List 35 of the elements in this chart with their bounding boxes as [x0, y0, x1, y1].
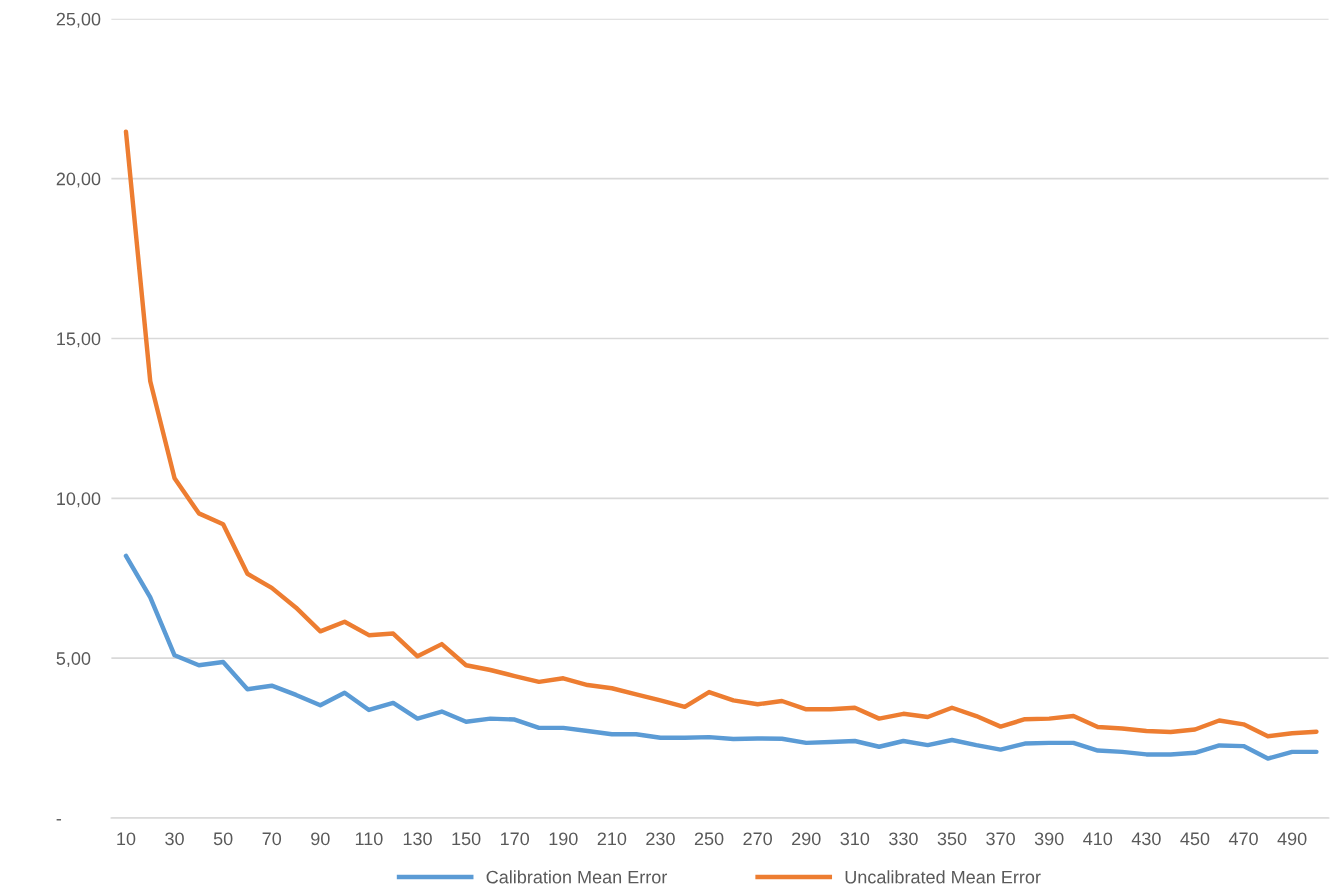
x-tick-label: 490	[1277, 832, 1307, 846]
x-tick-label: 30	[165, 832, 184, 846]
y-tick-label: -	[56, 819, 62, 821]
x-tick-label: 250	[694, 832, 724, 846]
x-tick-label: 310	[840, 832, 870, 846]
x-tick-label: 290	[792, 832, 821, 846]
x-tick-label: 450	[1180, 832, 1210, 846]
legend-label: Calibration Mean Error	[486, 870, 668, 884]
y-tick-label: 15,00	[57, 332, 101, 348]
x-tick-label: 130	[403, 832, 432, 846]
y-tick-label: 10,00	[57, 492, 101, 508]
x-tick-label: 430	[1131, 832, 1161, 846]
x-tick-label: 390	[1034, 832, 1064, 846]
x-tick-label: 330	[889, 832, 918, 846]
x-tick-label: 470	[1228, 832, 1258, 846]
x-tick-label: 350	[937, 832, 967, 846]
x-tick-label: 70	[262, 832, 282, 846]
x-tick-label: 370	[986, 832, 1015, 846]
x-tick-label: 10	[117, 832, 136, 846]
x-tick-label: 410	[1083, 832, 1113, 846]
x-tick-label: 190	[549, 832, 578, 846]
x-tick-label: 90	[311, 832, 330, 846]
line-series	[123, 129, 1319, 739]
y-tick-label: 25,00	[56, 12, 101, 28]
y-tick-label: 5,00	[56, 652, 91, 668]
x-tick-label: 270	[743, 832, 772, 846]
x-tick-label: 50	[213, 832, 233, 846]
legend-label: Uncalibrated Mean Error	[845, 870, 1041, 884]
x-tick-label: 110	[355, 832, 383, 846]
x-tick-label: 150	[452, 832, 481, 846]
line-series	[123, 553, 1319, 761]
x-tick-label: 170	[501, 832, 530, 846]
x-tick-label: 230	[646, 832, 675, 846]
y-tick-label: 20,00	[56, 172, 101, 188]
x-tick-label: 210	[597, 832, 627, 846]
